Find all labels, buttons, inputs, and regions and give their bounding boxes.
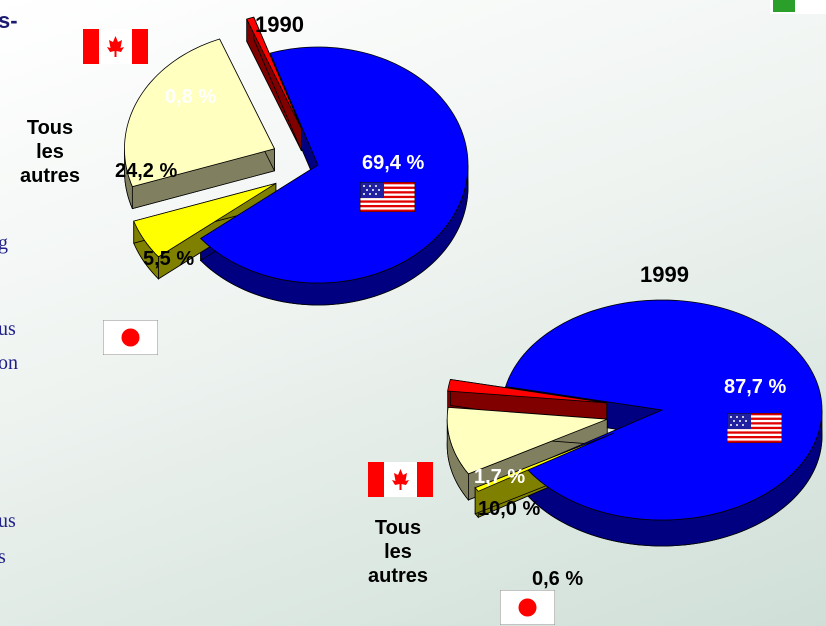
corner-icon bbox=[773, 0, 795, 12]
pie-slice bbox=[505, 299, 823, 521]
data-label: 5,5 % bbox=[143, 248, 195, 270]
data-label: 24,2 % bbox=[115, 160, 178, 182]
left-text: on bbox=[0, 352, 18, 374]
left-text: s- bbox=[0, 8, 18, 33]
flag-icon bbox=[360, 182, 415, 212]
chart-title: 1990 bbox=[255, 12, 304, 37]
category-label: Tous les autres bbox=[367, 517, 429, 587]
pie-slice bbox=[124, 38, 276, 188]
flag-icon bbox=[727, 413, 782, 443]
category-label: Tous les autres bbox=[19, 117, 81, 187]
pie-slice bbox=[447, 378, 607, 404]
pie-slice bbox=[474, 432, 615, 492]
data-label: 69,4 % bbox=[362, 152, 425, 174]
flag-icon bbox=[83, 29, 148, 64]
data-label: 1,7 % bbox=[474, 466, 526, 488]
pie-slice bbox=[446, 406, 608, 475]
data-label: 10,0 % bbox=[478, 498, 541, 520]
left-text: us bbox=[0, 510, 16, 532]
data-label: 0,6 % bbox=[532, 568, 584, 590]
flag-icon bbox=[368, 462, 433, 497]
pie-slice bbox=[246, 16, 302, 130]
left-text: s bbox=[0, 546, 6, 568]
flag-icon bbox=[500, 590, 555, 625]
pie-slice bbox=[133, 182, 277, 258]
flag-icon bbox=[103, 320, 158, 355]
left-text: us bbox=[0, 318, 16, 340]
data-label: 87,7 % bbox=[724, 376, 787, 398]
left-text: g bbox=[0, 232, 8, 254]
chart-title: 1999 bbox=[640, 262, 689, 287]
pie-slice bbox=[199, 46, 469, 284]
data-label: 0,8 % bbox=[165, 86, 217, 108]
